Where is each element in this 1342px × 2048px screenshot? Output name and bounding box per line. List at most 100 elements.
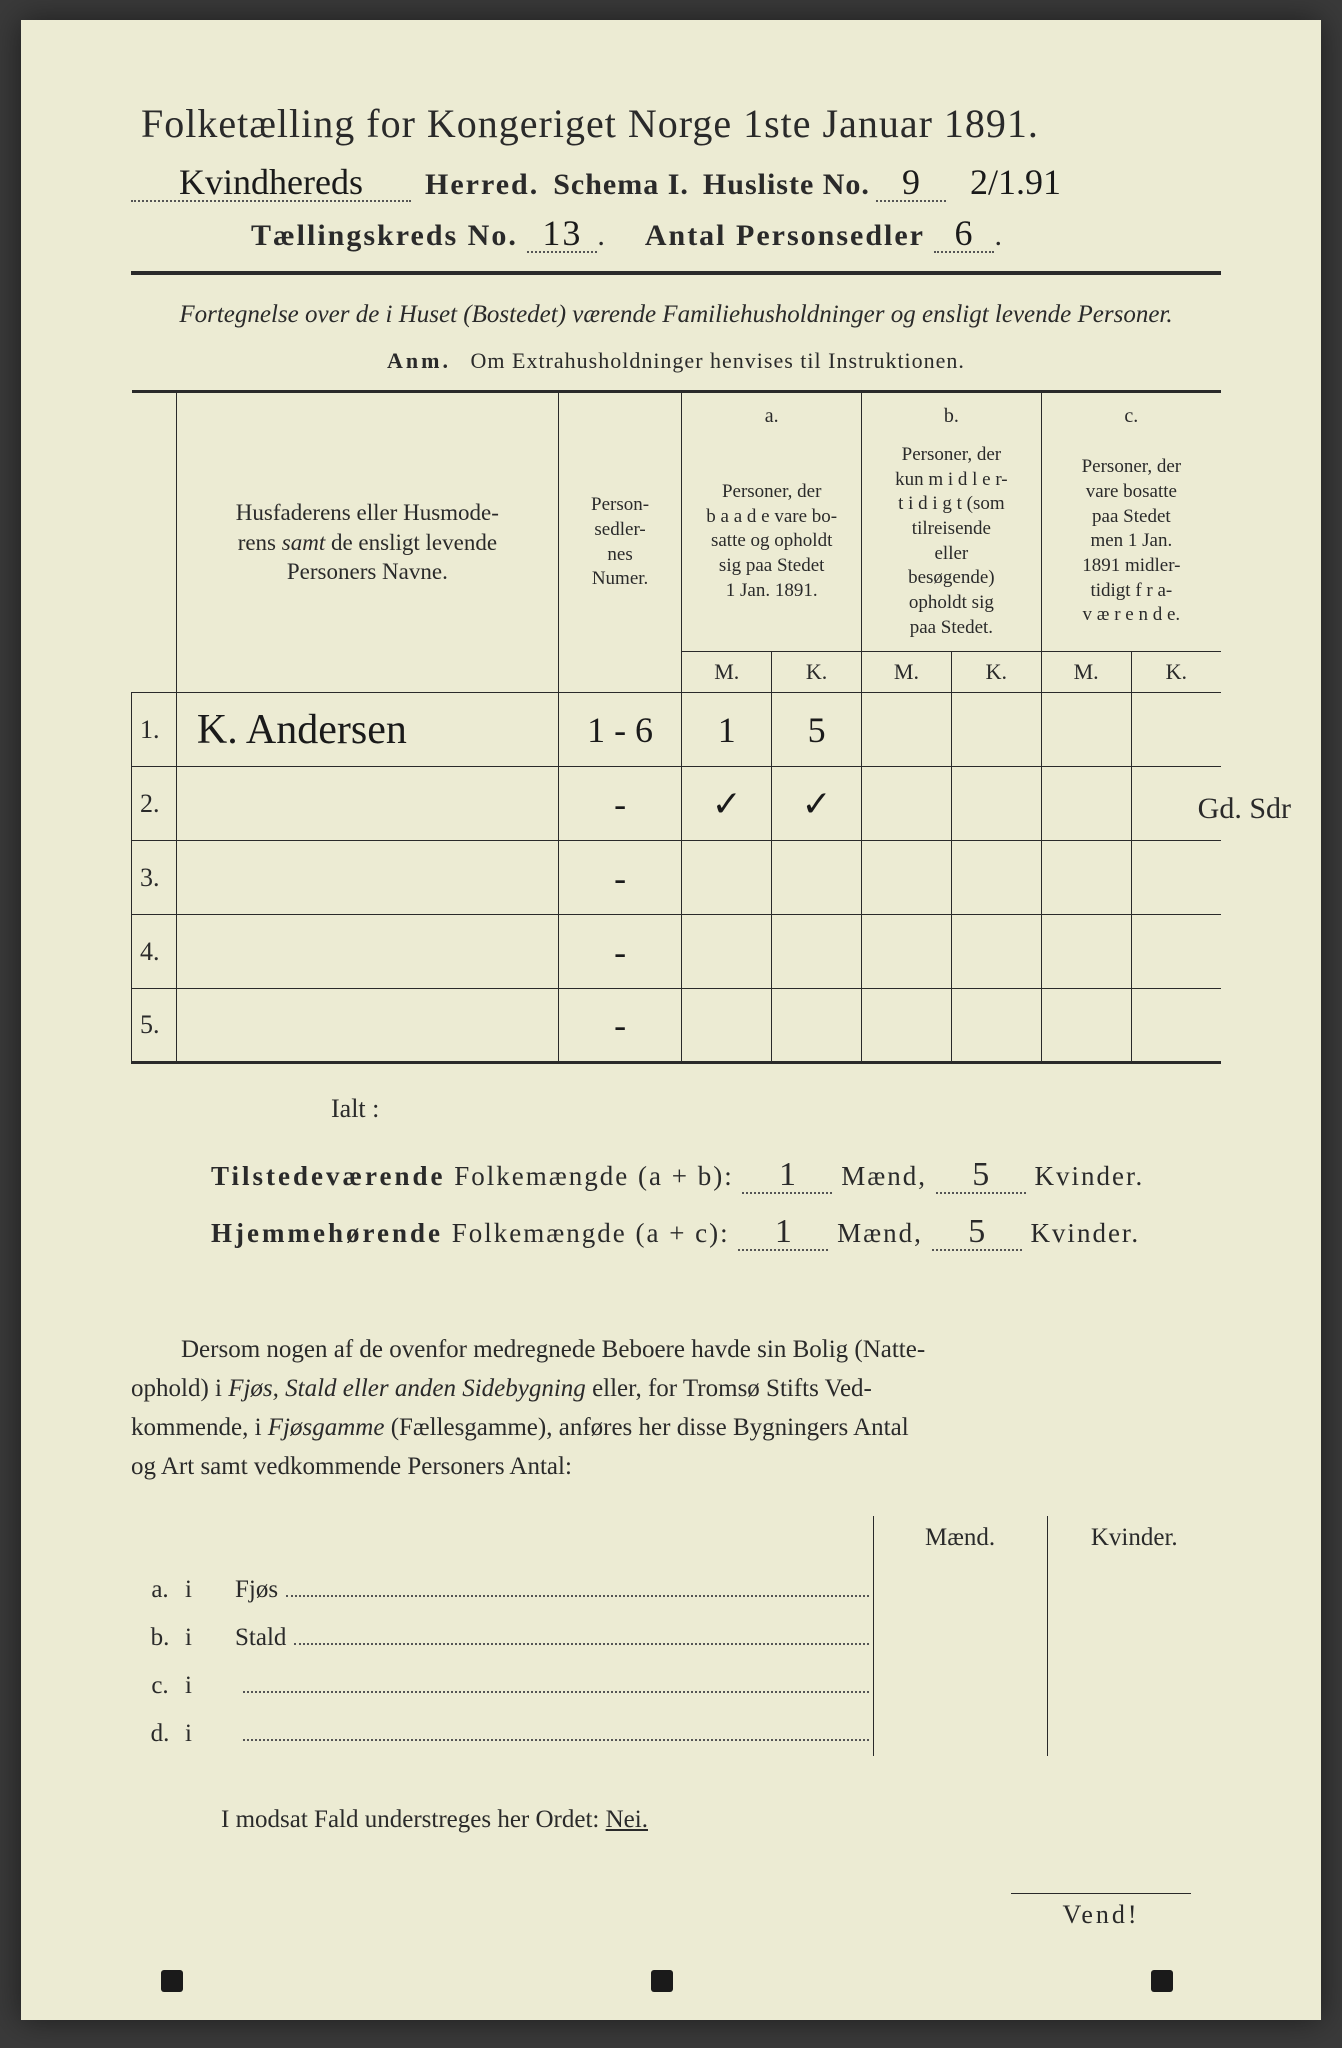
b-k-cell [1047, 1660, 1221, 1708]
maend-label2: Mænd, [837, 1218, 923, 1248]
name-cell [176, 915, 558, 989]
header-line-2: Kvindhereds Herred. Schema I. Husliste N… [131, 161, 1221, 203]
c-m [1041, 841, 1131, 915]
b-m [862, 693, 952, 767]
col-a-label: a. [682, 392, 862, 434]
a-k: 5 [772, 693, 862, 767]
anm-line: Anm. Om Extrahusholdninger henvises til … [131, 348, 1221, 374]
rule [131, 271, 1221, 275]
herred-label: Herred. [425, 168, 539, 202]
numer-cell: - [558, 767, 682, 841]
a-k: ✓ [772, 767, 862, 841]
c-k [1131, 915, 1221, 989]
b-k-cell [1047, 1612, 1221, 1660]
numer-cell: - [558, 989, 682, 1063]
tot2-rest: Folkemængde (a + c): [452, 1218, 739, 1248]
punch-hole [1151, 1970, 1173, 1992]
nei-line: I modsat Fald understreges her Ordet: Ne… [131, 1806, 1221, 1834]
tot1-k: 5 [936, 1158, 1026, 1194]
b-m-cell [873, 1660, 1047, 1708]
a-m: 1 [682, 693, 772, 767]
building-paragraph: Dersom nogen af de ovenfor medregnede Be… [131, 1331, 1221, 1486]
margin-note: Gd. Sdr [1198, 792, 1291, 826]
kvinder-label2: Kvinder. [1030, 1218, 1140, 1248]
col-b-label: b. [862, 392, 1042, 434]
b-m-cell [873, 1564, 1047, 1612]
herred-handwritten: Kvindhereds [131, 164, 411, 202]
b-k [951, 841, 1041, 915]
numer-cell: - [558, 841, 682, 915]
b-k-cell [1047, 1708, 1221, 1756]
a-k [772, 841, 862, 915]
c-m [1041, 767, 1131, 841]
date-handwritten: 2/1.91 [970, 161, 1061, 203]
antal-label: Antal Personsedler [645, 219, 925, 252]
row-num: 5. [132, 989, 177, 1063]
b-k-cell [1047, 1564, 1221, 1612]
c-k [1131, 989, 1221, 1063]
husliste-label: Husliste No. [703, 168, 870, 202]
row-num: 4. [132, 915, 177, 989]
name-cell [176, 841, 558, 915]
punch-hole [161, 1970, 183, 1992]
tot2-k: 5 [932, 1215, 1022, 1251]
hdr-b-m: M. [862, 651, 952, 693]
hdr-c-m: M. [1041, 651, 1131, 693]
buildings-table: Mænd. Kvinder. a.iFjøsb.iStaldc.id.i [131, 1516, 1221, 1756]
col-names: Husfaderens eller Husmode-rens samt de e… [236, 500, 499, 585]
schema-label: Schema I. [553, 168, 689, 202]
c-m [1041, 693, 1131, 767]
kreds-no: 13 [527, 215, 597, 253]
col-a-text: Personer, derb a a d e vare bo-satte og … [706, 481, 837, 601]
col-c-label: c. [1041, 392, 1221, 434]
a-m [682, 841, 772, 915]
name-cell [176, 989, 558, 1063]
b-m [862, 915, 952, 989]
building-row: c.i [131, 1660, 873, 1708]
maend-label: Mænd, [841, 1161, 927, 1191]
kvinder-label: Kvinder. [1035, 1161, 1145, 1191]
hdr-b-k: K. [951, 651, 1041, 693]
header-line-3: Tællingskreds No. 13. Antal Personsedler… [251, 215, 1221, 253]
anm-label: Anm. [387, 348, 451, 373]
b-m-cell [873, 1708, 1047, 1756]
b-m [862, 989, 952, 1063]
b-k [951, 989, 1041, 1063]
building-row: d.i [131, 1708, 873, 1756]
b-m-cell [873, 1612, 1047, 1660]
b-k [951, 693, 1041, 767]
hdr-a-m: M. [682, 651, 772, 693]
hdr-c-k: K. [1131, 651, 1221, 693]
a-k [772, 989, 862, 1063]
col-numer: Person-sedler-nesNumer. [591, 494, 649, 589]
c-k [1131, 841, 1221, 915]
row-num: 2. [132, 767, 177, 841]
nei-word: Nei. [606, 1806, 648, 1833]
name-cell: K. Andersen [176, 693, 558, 767]
b-maend: Mænd. [873, 1516, 1047, 1564]
building-row: b.iStald [131, 1612, 873, 1660]
b-m [862, 841, 952, 915]
c-k [1131, 693, 1221, 767]
tot2-m: 1 [738, 1215, 828, 1251]
kreds-label: Tællingskreds No. [251, 219, 518, 252]
page-title: Folketælling for Kongeriget Norge 1ste J… [141, 100, 1221, 147]
b-k [951, 915, 1041, 989]
husliste-no: 9 [876, 164, 946, 202]
col-b-text: Personer, derkun m i d l e r-t i d i g t… [895, 444, 1008, 638]
tot1-label: Tilstedeværende [211, 1161, 446, 1191]
census-form-page: Folketælling for Kongeriget Norge 1ste J… [21, 20, 1321, 2020]
row-num: 3. [132, 841, 177, 915]
c-m [1041, 989, 1131, 1063]
totals-block: Tilstedeværende Folkemængde (a + b): 1 M… [211, 1148, 1221, 1261]
ialt-label: Ialt : [331, 1094, 1221, 1124]
numer-cell: - [558, 915, 682, 989]
tot1-rest: Folkemængde (a + b): [454, 1161, 742, 1191]
main-table: Husfaderens eller Husmode-rens samt de e… [131, 390, 1221, 1064]
nei-pre: I modsat Fald understreges her Ordet: [221, 1806, 599, 1833]
vend-label: Vend! [1011, 1893, 1191, 1930]
punch-hole [651, 1970, 673, 1992]
row-num: 1. [132, 693, 177, 767]
tot1-m: 1 [742, 1158, 832, 1194]
a-m [682, 989, 772, 1063]
